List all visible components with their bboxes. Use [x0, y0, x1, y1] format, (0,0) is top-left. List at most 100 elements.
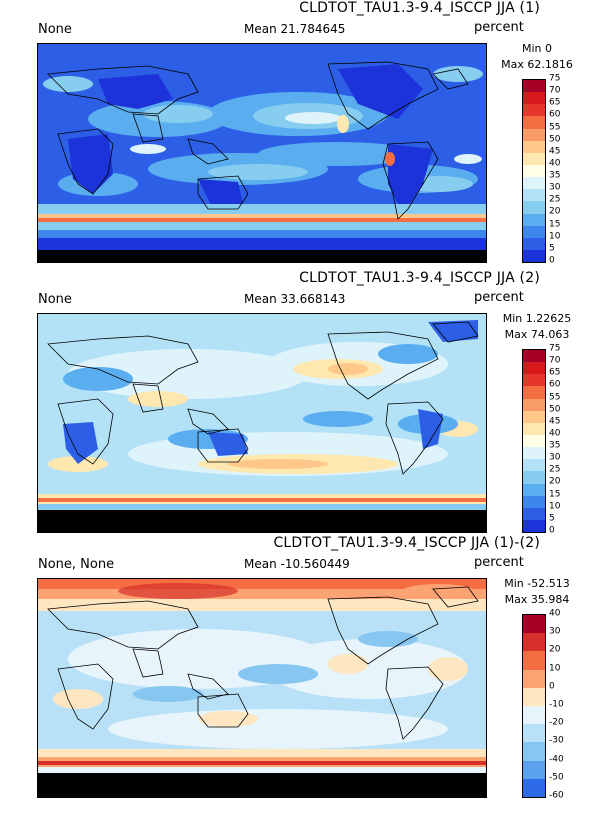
coastline	[47, 586, 479, 740]
colorbar-tick-label: 25	[549, 194, 561, 205]
colorbar-ticks: 75 70 65 60 55 50 45 40 35 30 25 20 15 10 5 0	[549, 344, 589, 535]
colorbar-tick-label: 75	[549, 73, 561, 84]
colorbar-segment	[523, 422, 545, 435]
colorbar-tick-label: 45	[549, 416, 561, 427]
max-label: Max 35.984	[504, 593, 570, 606]
colorbar-tick-label: 10	[549, 501, 561, 512]
colorbar-tick-label: 50	[549, 134, 561, 145]
panel-title: CLDTOT_TAU1.3-9.4_ISCCP JJA (2)	[299, 270, 540, 286]
mean-label: Mean 33.668143	[244, 292, 346, 306]
colorbar-tick-label: 70	[549, 85, 561, 96]
panel-title: CLDTOT_TAU1.3-9.4_ISCCP JJA (1)-(2)	[273, 535, 540, 551]
colorbar-tick-label: -50	[549, 772, 564, 783]
panel-left-label: None	[38, 292, 72, 307]
colorbar-tick-label: 65	[549, 367, 561, 378]
panel-1: CLDTOT_TAU1.3-9.4_ISCCP JJA (1) None Mea…	[0, 0, 606, 270]
colorbar	[522, 349, 546, 533]
colorbar	[522, 79, 546, 263]
colorbar-segment	[523, 201, 545, 214]
mean-label: Mean 21.784645	[244, 22, 346, 36]
panel-3: CLDTOT_TAU1.3-9.4_ISCCP JJA (1)-(2) None…	[0, 535, 606, 805]
colorbar-tick-label: 30	[549, 182, 561, 193]
colorbar-tick-label: 40	[549, 158, 561, 169]
units-label: percent	[474, 290, 524, 305]
colorbar-segment	[523, 633, 545, 652]
colorbar-tick-label: -40	[549, 754, 564, 765]
colorbar-segment	[523, 519, 545, 533]
colorbar-tick-label: 5	[549, 243, 555, 254]
colorbar-segment	[523, 189, 545, 202]
colorbar-segment	[523, 374, 545, 387]
min-label: Min -52.513	[504, 577, 570, 590]
colorbar-tick-label: 25	[549, 464, 561, 475]
colorbar-ticks: 75 70 65 60 55 50 45 40 35 30 25 20 15 10 5 0	[549, 74, 589, 265]
colorbar	[522, 614, 546, 798]
colorbar-segment	[523, 507, 545, 520]
colorbar-tick-label: 55	[549, 392, 561, 403]
colorbar-tick-label: 35	[549, 170, 561, 181]
coastline	[47, 61, 469, 220]
colorbar-segment	[523, 104, 545, 117]
colorbar-tick-label: 15	[549, 219, 561, 230]
max-label: Max 62.1816	[501, 58, 573, 71]
colorbar-tick-label: 30	[549, 452, 561, 463]
colorbar-segment	[523, 140, 545, 153]
colorbar-tick-label: -60	[549, 790, 564, 801]
colorbar-tick-label: 0	[549, 525, 555, 536]
colorbar-segment	[523, 669, 545, 688]
colorbar-tick-label: 60	[549, 109, 561, 120]
colorbar-segment	[523, 471, 545, 484]
map-plot	[37, 43, 487, 263]
colorbar-segment	[523, 128, 545, 141]
colorbar-segment	[523, 350, 545, 363]
min-label: Min 1.22625	[502, 312, 572, 325]
colorbar-segment	[523, 706, 545, 725]
colorbar-tick-label: 20	[549, 206, 561, 217]
colorbar-segment	[523, 398, 545, 411]
colorbar-segment	[523, 447, 545, 460]
colorbar-segment	[523, 92, 545, 105]
colorbar-tick-label: 60	[549, 379, 561, 390]
colorbar-tick-label: 50	[549, 404, 561, 415]
colorbar-segment	[523, 213, 545, 226]
colorbar-segment	[523, 410, 545, 423]
colorbar-segment	[523, 615, 545, 634]
colorbar-tick-label: 10	[549, 231, 561, 242]
colorbar-segment	[523, 152, 545, 165]
colorbar-tick-label: -30	[549, 735, 564, 746]
colorbar-tick-label: 75	[549, 343, 561, 354]
colorbar-segment	[523, 742, 545, 761]
colorbar-tick-label: 35	[549, 440, 561, 451]
max-label: Max 74.063	[504, 328, 570, 341]
colorbar-tick-label: 40	[549, 428, 561, 439]
colorbar-segment	[523, 724, 545, 743]
colorbar-segment	[523, 225, 545, 238]
colorbar-tick-label: 0	[549, 255, 555, 266]
colorbar-tick-label: 10	[549, 663, 561, 674]
colorbar-tick-label: 15	[549, 489, 561, 500]
map-plot	[37, 313, 487, 533]
colorbar-segment	[523, 495, 545, 508]
colorbar-segment	[523, 459, 545, 472]
colorbar-segment	[523, 177, 545, 190]
colorbar-segment	[523, 249, 545, 263]
colorbar-segment	[523, 80, 545, 93]
panel-left-label: None, None	[38, 557, 115, 572]
colorbar-segment	[523, 362, 545, 375]
mean-label: Mean -10.560449	[244, 557, 350, 571]
colorbar-tick-label: 20	[549, 476, 561, 487]
colorbar-tick-label: 20	[549, 644, 561, 655]
units-label: percent	[474, 555, 524, 570]
colorbar-segment	[523, 651, 545, 670]
colorbar-tick-label: 40	[549, 608, 561, 619]
colorbar-tick-label: 5	[549, 513, 555, 524]
colorbar-segment	[523, 778, 545, 798]
panel-left-label: None	[38, 22, 72, 37]
coastline	[47, 321, 479, 475]
colorbar-tick-label: 30	[549, 626, 561, 637]
colorbar-segment	[523, 116, 545, 129]
colorbar-tick-label: -20	[549, 717, 564, 728]
panel-title: CLDTOT_TAU1.3-9.4_ISCCP JJA (1)	[299, 0, 540, 16]
colorbar-tick-label: 55	[549, 122, 561, 133]
colorbar-segment	[523, 164, 545, 178]
